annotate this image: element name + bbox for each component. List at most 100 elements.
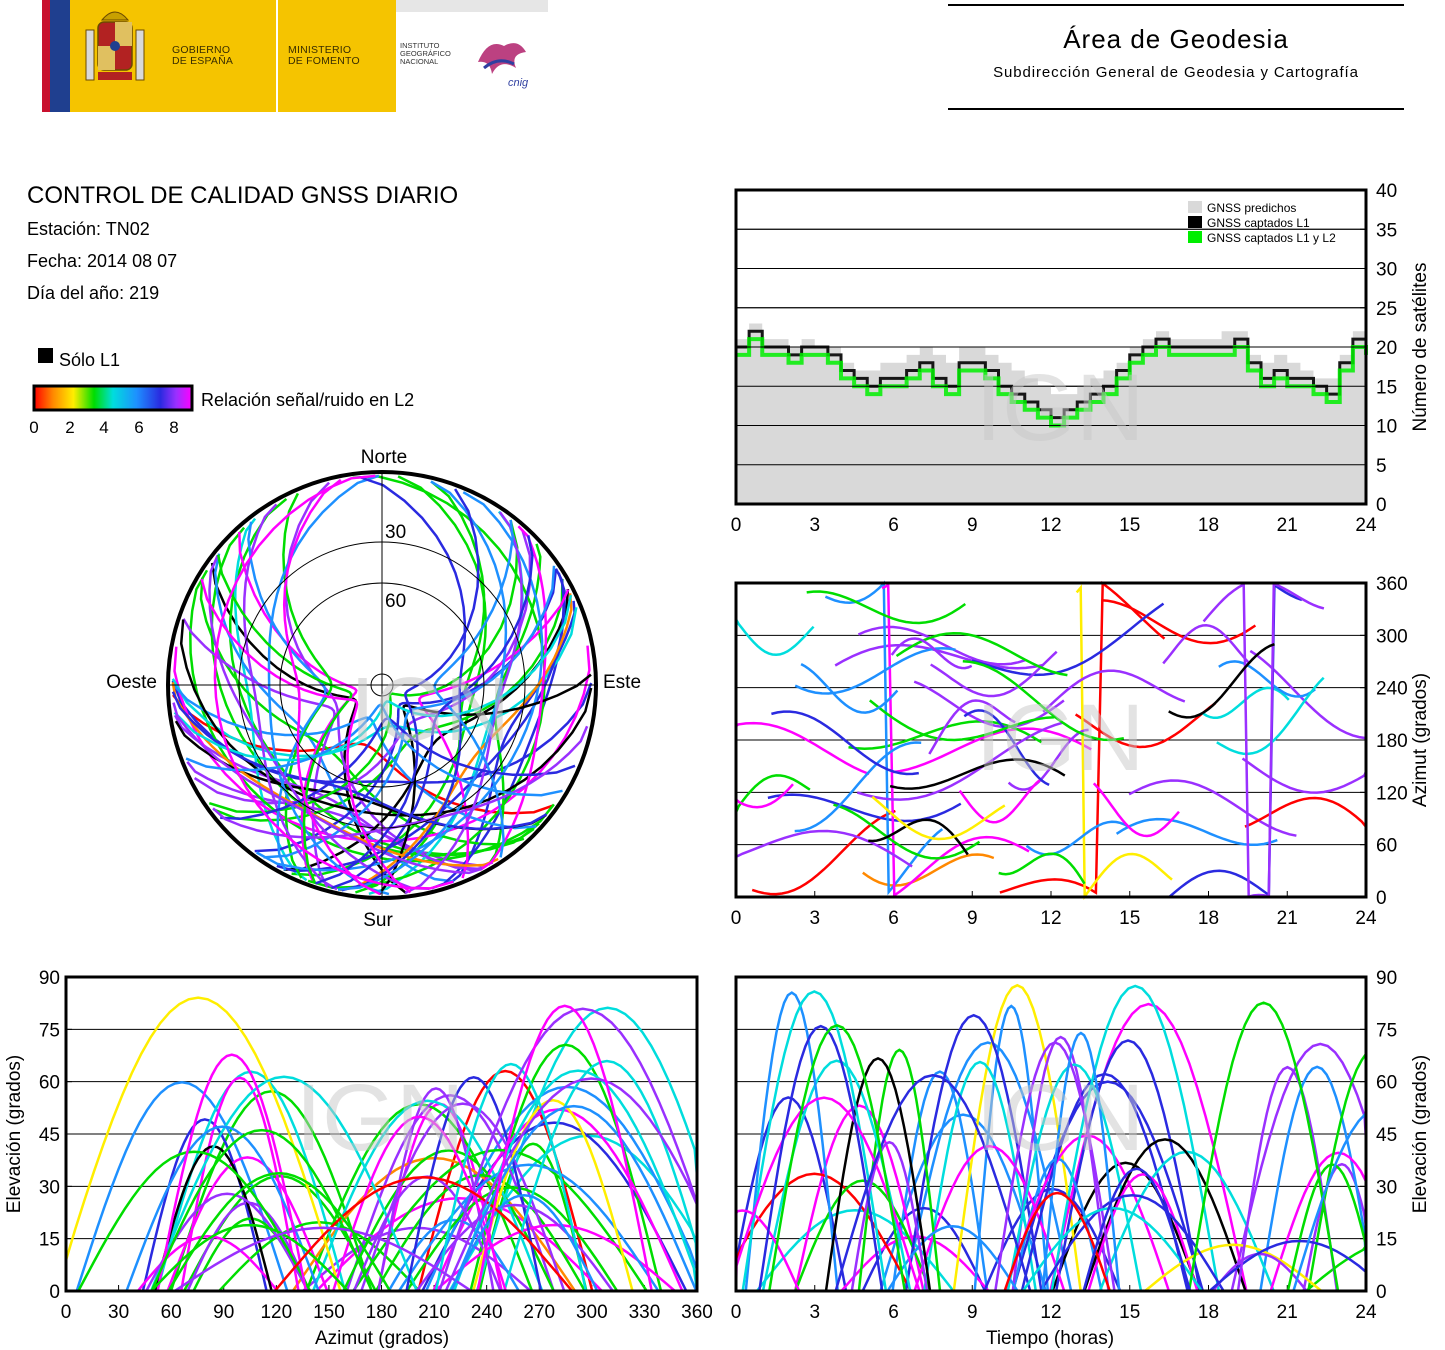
satellite-track	[768, 1023, 907, 1292]
satellite-track	[125, 1125, 320, 1292]
satellite-track	[1286, 1163, 1368, 1292]
satellite-track	[1202, 581, 1325, 899]
satellite-track	[744, 991, 839, 1292]
flag-stripe-blue	[50, 0, 70, 112]
header-bottom-rule	[948, 108, 1404, 110]
x-tick-label: 24	[1355, 908, 1377, 929]
satellite-track	[179, 1076, 300, 1292]
satellite-track	[282, 478, 381, 896]
satellite-track	[405, 1186, 619, 1292]
x-tick-label: 6	[888, 908, 899, 929]
satellite-track	[342, 1149, 555, 1292]
satellite-track	[734, 721, 870, 776]
y-tick-label: 90	[39, 968, 60, 989]
x-tick-label: 120	[260, 1302, 292, 1323]
satellite-track	[734, 774, 811, 847]
cnig-logo-icon: cnig	[478, 43, 529, 89]
y-tick-label: 5	[1376, 456, 1387, 477]
x-tick-label: 18	[1198, 908, 1219, 929]
y-tick-label: 0	[1376, 1282, 1387, 1303]
y-tick-label: 15	[1376, 377, 1397, 398]
x-tick-label: 330	[629, 1302, 661, 1323]
x-tick-label: 15	[1119, 908, 1140, 929]
y-tick-label: 20	[1376, 338, 1397, 359]
y-tick-label: 25	[1376, 299, 1397, 320]
flag-stripe-red	[42, 0, 50, 112]
satellite-track	[800, 663, 899, 714]
snr-colorbar	[32, 384, 194, 412]
satellite-track	[1004, 1134, 1171, 1292]
satellite-track	[472, 1098, 634, 1292]
snr-legend: Sólo L1 Relación señal/ruido en L2 0 2 4…	[29, 348, 414, 437]
satellite-track	[1006, 1063, 1143, 1292]
satellite-track	[771, 710, 919, 776]
watermark: IGN	[976, 355, 1145, 461]
satellite-track	[387, 1218, 520, 1292]
satellite-track	[834, 643, 1044, 670]
satellite-track	[1003, 1191, 1111, 1292]
satellite-track	[958, 779, 1041, 824]
satellite-track	[834, 1073, 1032, 1292]
cnig-text: cnig	[508, 77, 529, 89]
satellite-track	[1218, 660, 1316, 698]
x-tick-label: 60	[161, 1302, 182, 1323]
satellite-track	[794, 647, 956, 695]
x-tick-label: 30	[108, 1302, 129, 1323]
satellite-track	[794, 741, 922, 833]
satellite-track	[963, 709, 1050, 787]
satellite-track	[337, 480, 508, 891]
skyplot-watermark: IGN	[350, 660, 510, 760]
satellite-track	[213, 578, 564, 822]
skyplot-ring-30-label: 30	[385, 522, 406, 543]
watermark: IGN	[976, 1065, 1145, 1171]
satellite-track	[341, 475, 467, 892]
government-logos: GOBIERNO DE ESPAÑA MINISTERIO DE FOMENTO…	[42, 0, 548, 112]
satellite-track	[478, 1142, 588, 1292]
satellite-track	[833, 803, 981, 860]
ministerio-text: MINISTERIO DE FOMENTO	[288, 45, 360, 67]
y-axis-label: Número de satélites	[1410, 263, 1431, 432]
instituto-text: INSTITUTO GEOGRÁFICO NACIONAL	[400, 42, 451, 66]
x-tick-label: 18	[1198, 515, 1219, 536]
satellite-track	[172, 694, 554, 815]
satellite-track	[1025, 820, 1130, 856]
satellite-track	[378, 673, 592, 895]
legend-swatch	[1188, 231, 1202, 243]
x-tick-label: 0	[731, 515, 742, 536]
satellite-track	[374, 1173, 586, 1292]
instituto-line-1: INSTITUTO	[400, 41, 440, 50]
y-tick-label: 30	[1376, 1177, 1397, 1198]
satellite-track	[450, 1104, 698, 1292]
elevation-azimuth-chart: 0 15 30 45 60 75 90 0 30 60 90 120 150 180 210 240 270 30…	[4, 968, 713, 1349]
satellite-track	[930, 650, 1058, 698]
satellite-track	[150, 1223, 349, 1292]
skyplot-west-label: Oeste	[106, 672, 157, 693]
y-tick-label: 0	[49, 1282, 60, 1303]
x-tick-label: 210	[418, 1302, 450, 1323]
day-of-year-label: Día del año: 219	[27, 283, 160, 303]
area-subtitle: Subdirección General de Geodesia y Carto…	[993, 64, 1359, 81]
area-title: Área de Geodesia	[1063, 24, 1289, 54]
y-axis-label: Elevación (grados)	[4, 1055, 25, 1213]
y-tick-label: 75	[1376, 1020, 1397, 1041]
tracks	[734, 983, 1368, 1292]
y-tick-label: 360	[1376, 574, 1408, 595]
area-header: Área de Geodesia Subdirección General de…	[948, 0, 1404, 112]
colorbar-tick: 2	[65, 418, 74, 437]
ministerio-logo: MINISTERIO DE FOMENTO	[278, 0, 396, 112]
skyplot-east-label: Este	[603, 672, 641, 693]
gobierno-line-2: DE ESPAÑA	[172, 55, 234, 67]
satellite-track	[1208, 1239, 1368, 1292]
satellite-track	[404, 511, 523, 895]
satellite-track	[434, 1223, 676, 1292]
y-tick-label: 35	[1376, 220, 1397, 241]
satellite-track	[1075, 584, 1173, 901]
ign-logo: INSTITUTO GEOGRÁFICO NACIONAL cnig	[396, 12, 548, 100]
x-tick-label: 150	[313, 1302, 345, 1323]
tracks	[734, 580, 1368, 901]
x-tick-label: 21	[1277, 1302, 1298, 1323]
satellite-track	[174, 1226, 473, 1293]
y-tick-label: 120	[1376, 783, 1408, 804]
